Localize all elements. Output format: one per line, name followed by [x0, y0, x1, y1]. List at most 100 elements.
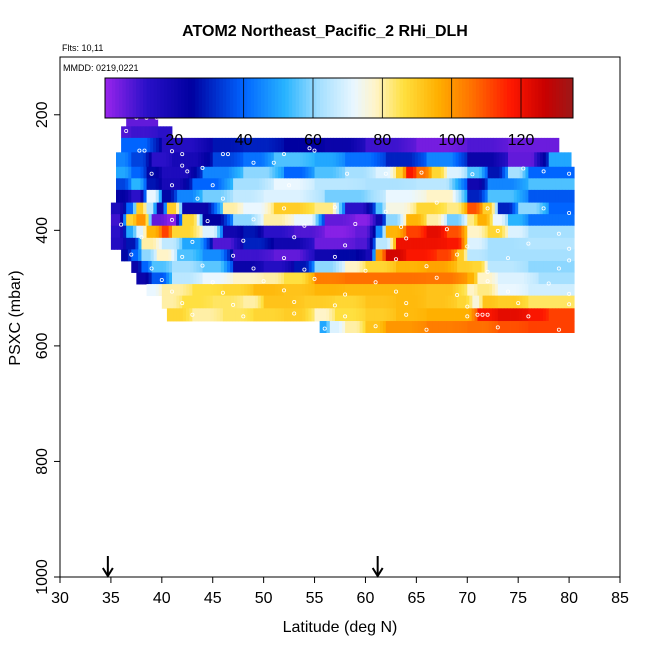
heat-cell [528, 214, 532, 227]
heat-cell [305, 249, 310, 262]
heat-cell [244, 249, 249, 262]
heat-cell [467, 189, 471, 203]
colorbar-swatch [122, 78, 127, 118]
heat-cell [189, 178, 193, 191]
heat-cell [193, 260, 197, 273]
heat-cell [415, 249, 419, 262]
heat-cell [224, 237, 229, 250]
heat-cell [176, 166, 180, 179]
heat-cell [317, 166, 322, 179]
heat-cell [403, 249, 407, 262]
heat-cell [236, 214, 240, 227]
heat-cell [565, 214, 569, 227]
heat-cell [173, 295, 177, 309]
heat-cell [537, 137, 542, 153]
heat-cell [277, 284, 282, 297]
heat-cell [123, 202, 127, 215]
heat-cell [478, 178, 483, 191]
heat-cell [262, 249, 266, 262]
heat-cell [239, 214, 243, 227]
heat-cell [266, 137, 270, 153]
heat-cell [380, 178, 384, 191]
heat-cell [510, 152, 515, 168]
heat-cell [206, 295, 211, 309]
heat-cell [449, 189, 454, 203]
heat-cell [132, 202, 137, 215]
colorbar-swatch [174, 78, 179, 118]
heat-cell [291, 260, 295, 273]
heat-cell [406, 249, 410, 262]
colorbar-swatch [191, 78, 196, 118]
heat-cell [218, 237, 223, 250]
heat-cell [329, 284, 334, 297]
heat-cell [152, 284, 157, 297]
colorbar-swatch [507, 78, 512, 118]
heat-cell [400, 214, 404, 227]
heat-cell [314, 260, 318, 273]
heat-cell [262, 178, 266, 191]
heat-cell [449, 202, 454, 215]
heat-cell [228, 166, 233, 179]
heat-cell [438, 214, 442, 227]
heat-cell [170, 178, 175, 191]
heat-cell [141, 237, 145, 250]
heat-cell [332, 152, 337, 168]
heat-cell [305, 272, 309, 285]
heat-cell [252, 295, 256, 309]
heat-cell [374, 272, 378, 285]
heat-cell [537, 166, 541, 179]
heat-cell [142, 152, 147, 168]
heat-cell [110, 237, 115, 250]
heat-cell [473, 178, 477, 191]
heat-cell [500, 202, 505, 215]
colorbar-swatch [292, 78, 297, 118]
heat-cell [455, 321, 459, 333]
heat-cell [504, 214, 509, 227]
heat-cell [332, 272, 337, 285]
heat-cell [294, 178, 298, 191]
heat-cell [154, 214, 159, 227]
heat-cell [558, 308, 562, 322]
heat-cell [199, 214, 203, 227]
heat-cell [359, 308, 363, 322]
colorbar-swatch [233, 78, 238, 118]
heat-cell [323, 308, 327, 322]
colorbar-swatch [434, 78, 439, 118]
heat-cell [503, 272, 507, 285]
heat-cell [555, 137, 560, 153]
heat-cell [219, 308, 224, 322]
heat-cell [345, 260, 349, 273]
heat-cell [528, 137, 533, 153]
heat-cell [201, 284, 205, 297]
heat-cell [426, 284, 430, 297]
heat-cell [188, 202, 192, 215]
heat-cell [138, 137, 142, 153]
heat-cell [468, 308, 473, 322]
heat-cell [252, 152, 256, 168]
colorbar-swatch [548, 78, 553, 118]
heat-cell [489, 214, 494, 227]
heat-cell [441, 308, 446, 322]
heat-cell [126, 225, 130, 239]
heat-cell [306, 189, 310, 203]
heat-cell [332, 321, 337, 333]
heat-cell [473, 249, 477, 262]
sample-point [200, 263, 205, 268]
heat-cell [522, 237, 526, 250]
sample-point [567, 246, 572, 251]
heat-cell [452, 284, 457, 297]
heat-cell [144, 260, 149, 273]
heat-cell [461, 272, 465, 285]
heat-cell [375, 166, 379, 179]
heat-cell [505, 152, 509, 168]
heat-cell [275, 260, 280, 273]
heat-cell [476, 237, 480, 250]
heat-cell [161, 137, 166, 153]
heat-cell [426, 214, 430, 227]
heat-cell [417, 272, 422, 285]
heat-cell [510, 308, 514, 322]
heat-cell [255, 237, 259, 250]
heat-cell [559, 272, 563, 285]
heat-cell [425, 166, 429, 179]
heat-cell [207, 308, 212, 322]
